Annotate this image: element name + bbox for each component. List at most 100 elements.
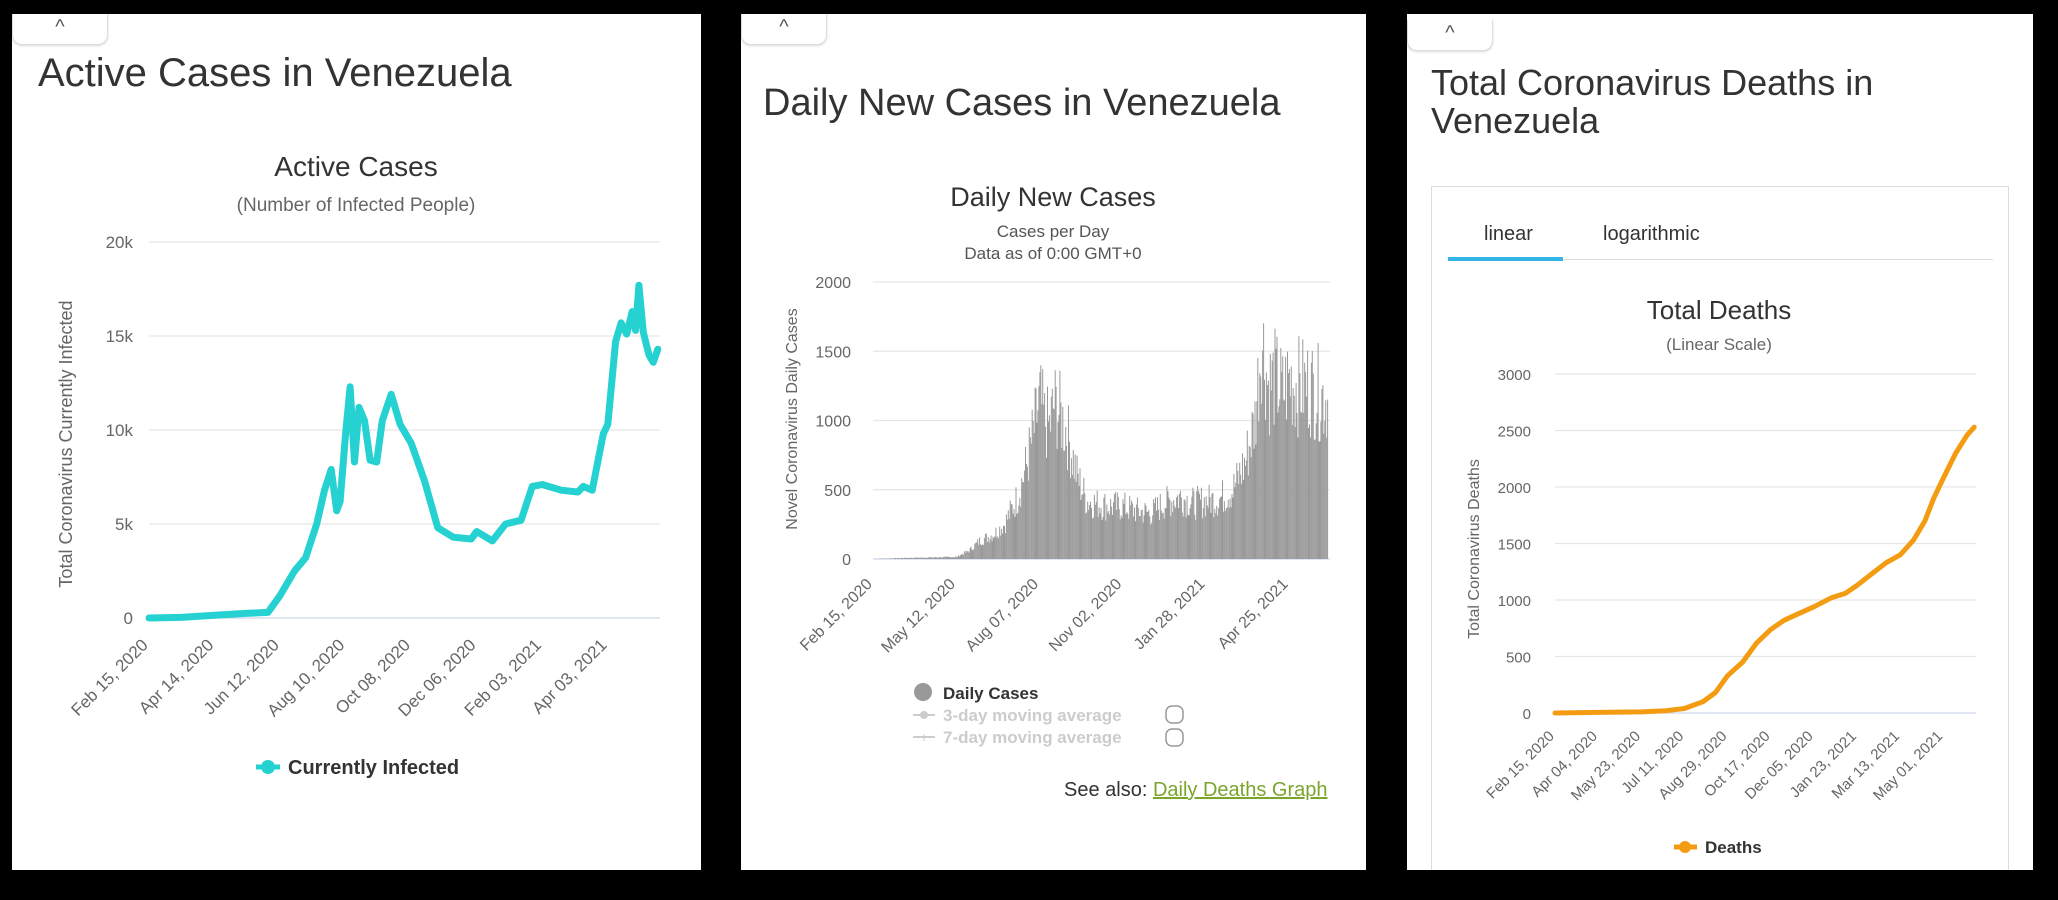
bar: [1222, 480, 1223, 559]
bar: [1075, 481, 1077, 559]
bar: [896, 558, 898, 559]
bar: [1279, 399, 1281, 559]
bar: [1106, 504, 1108, 559]
toggle-3day-checkbox[interactable]: [1165, 705, 1184, 724]
bar: [1243, 479, 1244, 559]
bar: [1178, 493, 1180, 559]
tab-logarithmic[interactable]: logarithmic: [1603, 223, 1700, 245]
bar: [1295, 383, 1297, 559]
tab-linear[interactable]: linear: [1484, 223, 1533, 245]
bar: [1326, 437, 1328, 559]
panel-title-line-1: Total Coronavirus Deaths in: [1431, 62, 1874, 103]
y-tick-label: 1000: [1498, 593, 1531, 610]
bar: [1266, 385, 1268, 559]
bar: [1082, 494, 1084, 559]
bar: [1072, 449, 1074, 559]
bar: [1284, 400, 1286, 559]
bar: [1236, 463, 1238, 559]
bar: [1276, 336, 1278, 559]
collapse-button[interactable]: ^: [741, 14, 827, 45]
bar: [1187, 514, 1189, 559]
bar: [992, 536, 994, 559]
bar: [1004, 526, 1005, 559]
daily-cases-chart: Daily New Cases Cases per Day Data as of…: [784, 182, 1330, 747]
bar: [978, 544, 980, 559]
bar: [1054, 370, 1056, 559]
legend-label-daily-cases[interactable]: Daily Cases: [943, 684, 1038, 703]
bar: [1023, 482, 1025, 559]
series-line: [145, 281, 662, 622]
bar: [959, 556, 960, 559]
bar: [1303, 412, 1305, 559]
bar: [939, 557, 941, 559]
bar: [1078, 485, 1080, 559]
bar: [1307, 350, 1309, 559]
bar: [907, 557, 909, 559]
bar: [886, 558, 888, 559]
legend-label-currently-infected[interactable]: Currently Infected: [288, 757, 459, 779]
bar: [1146, 511, 1148, 559]
bar: [998, 538, 1000, 559]
bar: [1008, 518, 1010, 559]
bar: [908, 558, 910, 559]
bar: [1094, 504, 1096, 559]
bar: [974, 543, 976, 559]
bar: [1249, 447, 1251, 559]
daily-deaths-graph-link[interactable]: Daily Deaths Graph: [1152, 779, 1328, 801]
bar: [1248, 445, 1250, 559]
bar: [1317, 343, 1319, 559]
bar: [1121, 517, 1123, 559]
chart-legend[interactable]: Daily Cases 3-day moving average + 7-day…: [913, 683, 1184, 747]
bar: [917, 557, 919, 559]
bar: [1244, 457, 1245, 559]
bar: [1260, 376, 1262, 559]
bar: [1131, 500, 1133, 559]
chart-legend[interactable]: Currently Infected: [256, 757, 459, 779]
bar: [1143, 515, 1145, 559]
legend-label-7day[interactable]: 7-day moving average: [943, 728, 1122, 747]
bar: [926, 557, 928, 559]
active-cases-panel: ^ Active Cases in Venezuela Active Cases…: [12, 14, 701, 870]
bar: [1152, 515, 1154, 559]
bar: [1133, 516, 1135, 559]
legend-label-deaths[interactable]: Deaths: [1705, 838, 1762, 857]
y-tick-label: 0: [842, 552, 851, 569]
bar: [1025, 447, 1026, 559]
x-tick-label: Aug 07, 2020: [963, 576, 1042, 655]
bar: [1267, 380, 1269, 559]
bar: [1030, 443, 1032, 559]
collapse-button[interactable]: ^: [12, 14, 108, 45]
bar: [1062, 406, 1064, 559]
bar: [1294, 427, 1296, 559]
chevron-up-icon: ^: [1445, 22, 1455, 44]
bar: [1309, 437, 1311, 559]
bar: [1262, 350, 1264, 559]
bar: [980, 544, 982, 559]
chart-title: Active Cases: [274, 151, 437, 182]
bar: [1137, 507, 1139, 559]
bar: [1052, 408, 1054, 559]
y-tick-label: 10k: [106, 421, 134, 440]
legend-label-3day[interactable]: 3-day moving average: [943, 706, 1122, 725]
bar: [1211, 493, 1213, 559]
bar: [967, 551, 969, 559]
bar: [929, 557, 931, 559]
bar: [1117, 496, 1119, 559]
bar: [1019, 497, 1021, 559]
bar: [1060, 402, 1062, 559]
bar: [922, 557, 924, 559]
bar: [1122, 499, 1124, 559]
bar: [1016, 513, 1018, 559]
bar: [1050, 396, 1052, 559]
toggle-7day-checkbox[interactable]: [1165, 728, 1184, 747]
bar: [956, 556, 958, 559]
bar: [1070, 458, 1072, 559]
chart-legend[interactable]: Deaths: [1674, 838, 1762, 857]
bar: [902, 558, 904, 559]
bar: [960, 555, 961, 559]
x-tick-label: Nov 02, 2020: [1046, 576, 1125, 655]
bar: [1067, 470, 1069, 559]
bar: [915, 557, 917, 559]
bar: [928, 557, 930, 559]
collapse-button[interactable]: ^: [1407, 20, 1493, 51]
